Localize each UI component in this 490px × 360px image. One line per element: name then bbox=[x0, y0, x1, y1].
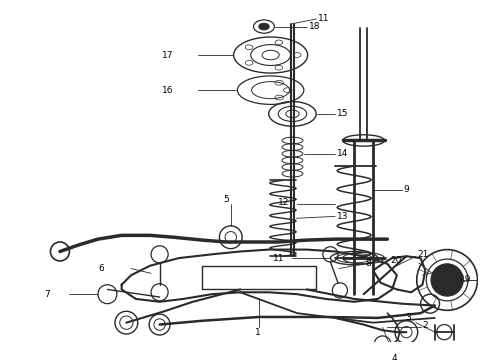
Text: 19: 19 bbox=[461, 275, 472, 284]
Text: 10: 10 bbox=[443, 264, 455, 273]
Text: 12: 12 bbox=[278, 198, 290, 207]
Text: 18: 18 bbox=[309, 22, 320, 31]
Text: 11: 11 bbox=[318, 14, 330, 23]
Text: 16: 16 bbox=[162, 86, 174, 95]
Text: 13: 13 bbox=[337, 212, 348, 221]
Text: 9: 9 bbox=[403, 185, 409, 194]
Circle shape bbox=[431, 264, 463, 296]
Text: 14: 14 bbox=[337, 149, 348, 158]
Text: 15: 15 bbox=[337, 109, 348, 118]
Text: 17: 17 bbox=[162, 50, 174, 59]
Text: 20: 20 bbox=[390, 256, 402, 265]
Text: 6: 6 bbox=[98, 264, 104, 273]
Text: 21: 21 bbox=[417, 250, 429, 259]
Text: 8: 8 bbox=[366, 259, 371, 268]
Text: 2: 2 bbox=[422, 321, 428, 330]
Ellipse shape bbox=[259, 23, 269, 30]
Text: 3: 3 bbox=[405, 314, 411, 323]
Text: 5: 5 bbox=[223, 195, 229, 204]
Text: 4: 4 bbox=[391, 354, 397, 360]
Text: 1: 1 bbox=[254, 328, 260, 337]
Text: 11: 11 bbox=[273, 254, 285, 263]
Text: 7: 7 bbox=[45, 290, 50, 299]
